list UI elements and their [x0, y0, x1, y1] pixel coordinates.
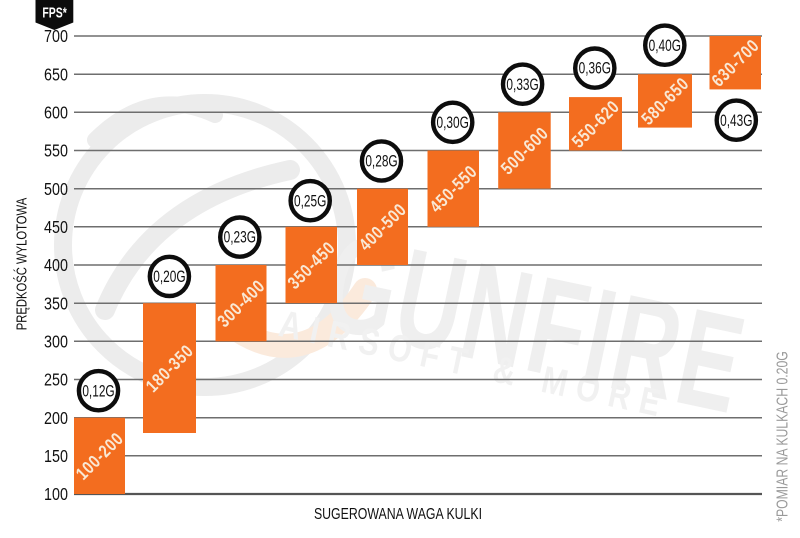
svg-text:PRĘDKOŚĆ WYLOTOWA: PRĘDKOŚĆ WYLOTOWA: [13, 198, 30, 330]
svg-text:0,20G: 0,20G: [153, 268, 185, 286]
svg-text:0,43G: 0,43G: [720, 112, 752, 130]
svg-text:0,33G: 0,33G: [506, 76, 538, 94]
svg-text:200: 200: [44, 410, 68, 429]
svg-text:500: 500: [44, 181, 68, 200]
svg-text:*POMIAR NA KULKACH 0.20G: *POMIAR NA KULKACH 0.20G: [774, 351, 792, 522]
svg-text:700: 700: [44, 28, 68, 47]
svg-text:600: 600: [44, 104, 68, 123]
svg-text:350: 350: [44, 295, 68, 314]
svg-text:300: 300: [44, 333, 68, 352]
svg-text:250: 250: [44, 371, 68, 390]
svg-text:400: 400: [44, 257, 68, 276]
svg-text:650: 650: [44, 66, 68, 85]
svg-text:0,36G: 0,36G: [579, 60, 611, 78]
svg-text:0,40G: 0,40G: [649, 37, 681, 55]
svg-text:0,30G: 0,30G: [437, 114, 469, 132]
svg-text:0,23G: 0,23G: [224, 229, 256, 247]
svg-text:450: 450: [44, 219, 68, 238]
svg-text:150: 150: [44, 448, 68, 467]
svg-text:0,12G: 0,12G: [82, 383, 114, 401]
svg-text:0,28G: 0,28G: [365, 153, 397, 171]
svg-text:FPS*: FPS*: [42, 5, 66, 21]
svg-text:100: 100: [44, 486, 68, 505]
svg-text:0,25G: 0,25G: [294, 193, 326, 211]
svg-text:SUGEROWANA WAGA KULKI: SUGEROWANA WAGA KULKI: [314, 506, 482, 524]
svg-text:550: 550: [44, 142, 68, 161]
